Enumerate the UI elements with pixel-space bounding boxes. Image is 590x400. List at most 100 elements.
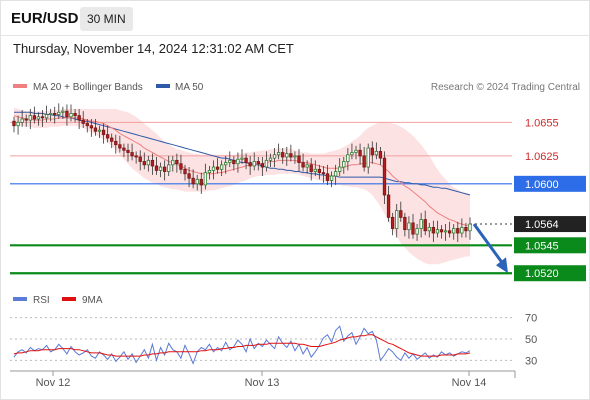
candle-body <box>354 149 358 153</box>
candle-body <box>44 114 49 119</box>
candle-body <box>460 227 464 234</box>
candle-body <box>183 168 187 175</box>
candle-body <box>236 158 240 165</box>
candle-body <box>447 230 452 234</box>
candle <box>134 151 138 164</box>
candle-body <box>244 157 248 163</box>
candle <box>407 216 411 239</box>
candle-body <box>167 164 171 172</box>
candle-body <box>228 159 232 163</box>
legend-swatch-ma50 <box>156 84 170 88</box>
candle-body <box>305 164 309 168</box>
candle-body <box>386 194 391 218</box>
candle-body <box>203 172 208 186</box>
candle <box>317 164 322 180</box>
candle <box>162 160 167 181</box>
candle-body <box>333 171 338 177</box>
level-1-0564-tag <box>514 216 586 233</box>
candle <box>301 153 305 172</box>
rsi-tick-70: 70 <box>525 313 537 325</box>
candle <box>110 133 114 149</box>
candle <box>378 146 383 165</box>
candle <box>386 186 391 222</box>
candle <box>65 104 69 126</box>
candle <box>126 143 130 162</box>
legend-swatch-9ma <box>62 297 76 301</box>
candle-body <box>370 147 374 156</box>
candle-body <box>191 177 195 185</box>
candle <box>395 203 399 238</box>
candle-body <box>395 210 399 229</box>
candle <box>435 220 440 238</box>
candle-body <box>301 162 305 168</box>
candle-body <box>162 166 167 172</box>
timeframe-badge[interactable]: 30 MIN <box>80 7 133 31</box>
level-1-0564-label: 1.0564 <box>525 219 559 231</box>
candle-body <box>350 152 354 156</box>
candle-body <box>114 140 118 146</box>
candle-body <box>297 155 301 163</box>
candle-body <box>57 111 61 115</box>
candle-body <box>150 159 155 167</box>
rsi-line <box>13 325 471 365</box>
candle <box>207 165 212 180</box>
x-tick-label: Nov 13 <box>245 377 280 389</box>
candle <box>105 125 110 143</box>
candle <box>297 149 301 172</box>
candle-body <box>53 113 57 115</box>
candle <box>150 153 155 175</box>
legend-swatch-ma20 <box>13 84 27 88</box>
candle <box>264 151 269 172</box>
rsi-tick-30: 30 <box>525 355 537 367</box>
bollinger-bands <box>14 107 470 265</box>
candle <box>447 221 452 238</box>
candle <box>130 143 134 161</box>
candle <box>333 164 338 185</box>
candle <box>167 155 171 176</box>
candle <box>456 221 460 242</box>
candle-body <box>468 223 472 232</box>
candle <box>232 155 236 171</box>
candle-body <box>293 155 297 158</box>
candle-body <box>73 113 77 117</box>
candle <box>313 160 317 176</box>
credit-text: Research © 2024 Trading Central <box>431 82 580 93</box>
candle <box>195 174 199 191</box>
candle-body <box>97 129 102 132</box>
candle-body <box>362 155 366 168</box>
candle-body <box>146 159 151 166</box>
candle <box>69 104 73 122</box>
rsi-9ma-line <box>13 334 471 357</box>
candle-body <box>443 230 448 233</box>
candle <box>183 164 187 181</box>
candle-body <box>427 227 431 232</box>
candle <box>171 155 175 172</box>
candle-body <box>252 161 256 167</box>
candle <box>390 212 395 236</box>
candle-body <box>207 170 212 174</box>
candle <box>338 158 342 176</box>
candle <box>256 157 260 171</box>
candle <box>146 155 151 172</box>
candle <box>138 150 142 171</box>
candle-body <box>411 222 415 235</box>
candle-body <box>158 166 163 171</box>
candle-body <box>219 164 224 170</box>
candle-body <box>105 134 110 139</box>
candle <box>101 123 106 144</box>
candle-body <box>65 110 69 118</box>
candle-body <box>435 229 440 234</box>
candle <box>40 110 45 127</box>
candle <box>362 146 366 172</box>
candle-body <box>154 165 159 171</box>
candle <box>85 119 89 133</box>
candle-body <box>403 216 407 231</box>
candle-body <box>285 153 289 158</box>
candle <box>346 148 350 171</box>
candle <box>260 157 265 176</box>
rsi-panel: 70 50 30 <box>10 313 537 367</box>
candle <box>342 157 346 174</box>
candle <box>53 106 57 124</box>
candle-body <box>289 153 293 158</box>
candle <box>329 171 334 188</box>
